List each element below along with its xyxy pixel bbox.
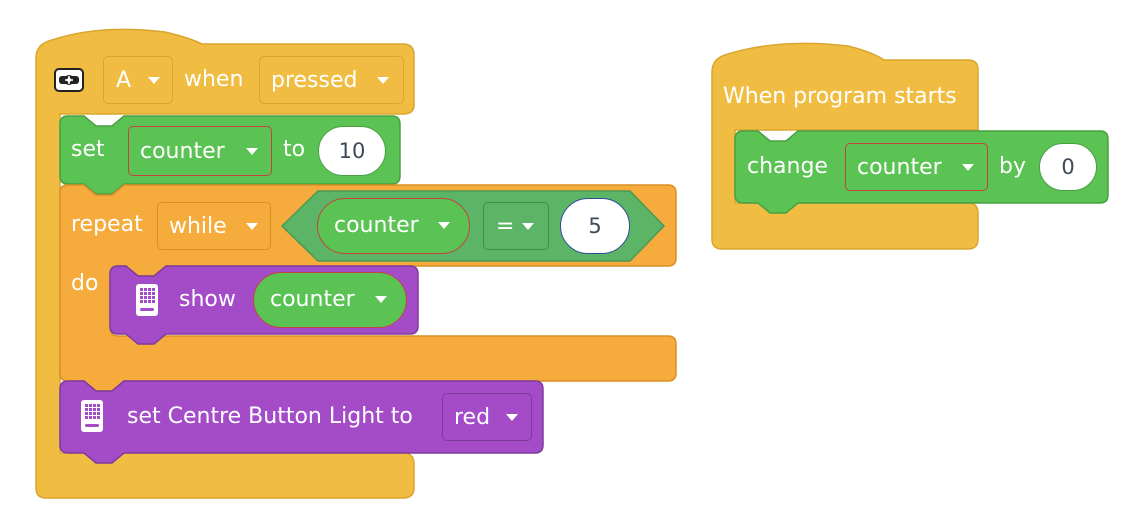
- when-label: when: [184, 67, 244, 92]
- show-label: show: [179, 287, 236, 312]
- change-variable-value: counter: [857, 155, 942, 180]
- hub-display-icon: [136, 284, 158, 316]
- condition-variable-reporter[interactable]: counter: [317, 198, 470, 254]
- chevron-down-icon: [438, 222, 450, 229]
- change-value-text: 0: [1061, 155, 1075, 179]
- repeat-mode-value: while: [169, 214, 227, 239]
- set-value-text: 10: [338, 139, 366, 163]
- start-hat-label: When program starts: [723, 84, 957, 109]
- light-color-value: red: [454, 405, 491, 430]
- by-label: by: [999, 154, 1026, 179]
- condition-operator-dropdown[interactable]: =: [483, 202, 549, 250]
- condition-value-input[interactable]: 5: [560, 198, 630, 254]
- change-variable-dropdown[interactable]: counter: [845, 143, 988, 191]
- set-value-input[interactable]: 10: [318, 126, 386, 176]
- repeat-mode-dropdown[interactable]: while: [157, 202, 271, 250]
- set-label: set: [71, 137, 105, 162]
- repeat-label: repeat: [71, 212, 143, 237]
- chevron-down-icon: [246, 148, 258, 155]
- chevron-down-icon: [148, 77, 160, 84]
- condition-value-text: 5: [588, 214, 602, 238]
- start-hat-block-shape[interactable]: [711, 42, 979, 250]
- change-label: change: [747, 154, 828, 179]
- do-label: do: [71, 271, 99, 296]
- chevron-down-icon: [375, 296, 387, 303]
- set-variable-value: counter: [140, 139, 225, 164]
- chevron-down-icon: [962, 164, 974, 171]
- event-dropdown-value: pressed: [271, 68, 358, 93]
- chevron-down-icon: [377, 77, 389, 84]
- show-variable-reporter[interactable]: counter: [253, 272, 407, 328]
- light-color-dropdown[interactable]: red: [442, 393, 532, 441]
- set-variable-dropdown[interactable]: counter: [128, 126, 272, 176]
- condition-variable-value: counter: [334, 213, 419, 238]
- button-dropdown[interactable]: A: [103, 56, 173, 104]
- change-value-input[interactable]: 0: [1039, 143, 1097, 191]
- chevron-down-icon: [522, 223, 534, 230]
- to-label: to: [283, 137, 306, 162]
- chevron-down-icon: [506, 414, 518, 421]
- chevron-down-icon: [246, 223, 258, 230]
- button-icon: [54, 68, 84, 92]
- condition-operator-value: =: [496, 214, 515, 239]
- event-dropdown[interactable]: pressed: [259, 56, 404, 104]
- hub-display-icon: [81, 400, 103, 432]
- button-dropdown-value: A: [116, 68, 132, 93]
- light-label: set Centre Button Light to: [127, 404, 413, 429]
- show-variable-value: counter: [270, 287, 355, 312]
- light-block-shape[interactable]: [59, 380, 544, 464]
